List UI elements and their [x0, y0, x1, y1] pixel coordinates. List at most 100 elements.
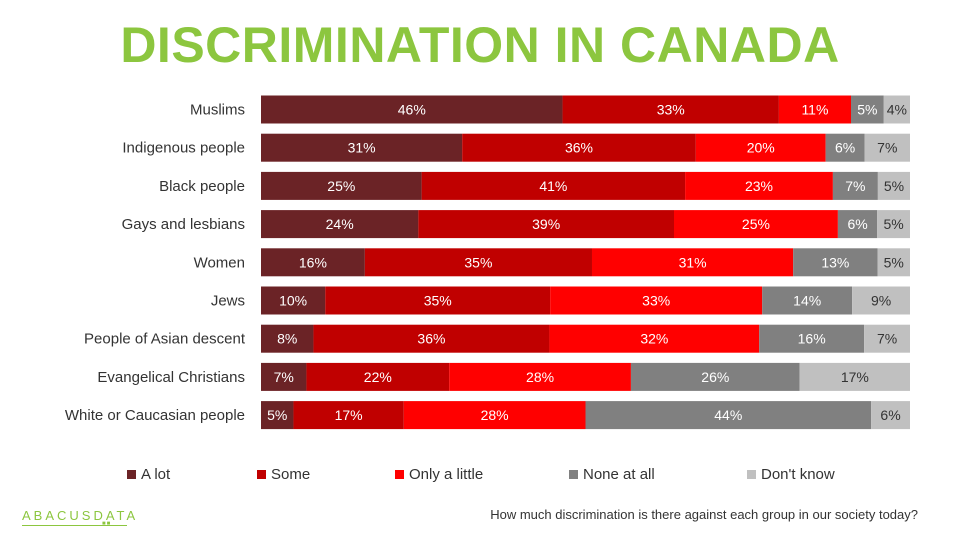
bar-segment [877, 210, 910, 239]
bar-segment [852, 286, 910, 315]
bar-segment [825, 133, 865, 162]
category-label: Evangelical Christians [97, 369, 245, 386]
data-label: 16% [798, 331, 826, 347]
data-label: 5% [884, 178, 904, 194]
category-label: White or Caucasian people [65, 407, 245, 424]
bar-segment [549, 324, 760, 353]
legend-item: A lot [127, 466, 170, 483]
legend-label: Don't know [761, 466, 835, 483]
data-label: 6% [835, 140, 855, 156]
data-label: 17% [841, 369, 869, 385]
data-label: 16% [299, 254, 327, 270]
bar-segment [261, 324, 314, 353]
bar-segment [261, 95, 563, 124]
bar-segment [837, 210, 878, 239]
stacked-bar-chart: Muslims 46% 33% 11% 5% 4% Indigenous people 31%… [65, 95, 910, 430]
data-label: 11% [801, 102, 828, 118]
bar-segment [685, 171, 833, 200]
legend-swatch [747, 470, 756, 479]
category-label: Black people [159, 178, 245, 195]
legend-swatch [395, 470, 404, 479]
bar-segment [793, 248, 878, 277]
chart-legend: A lot Some Only a little None at all Don't k… [0, 466, 960, 486]
bar-segment [877, 248, 910, 277]
bar-segment [313, 324, 550, 353]
data-label: 5% [857, 102, 877, 118]
bar-segment [832, 171, 878, 200]
data-label: 36% [417, 331, 445, 347]
bar-segment [864, 133, 910, 162]
bar-segment [325, 286, 551, 315]
data-label: 32% [640, 331, 668, 347]
survey-question: How much discrimination is there against… [490, 507, 918, 522]
data-label: 46% [398, 102, 426, 118]
data-label: 10% [279, 293, 307, 309]
legend-swatch [569, 470, 578, 479]
data-label: 35% [424, 293, 452, 309]
category-label: Muslims [190, 102, 245, 119]
data-label: 20% [747, 140, 775, 156]
bar-segment [877, 171, 910, 200]
bar-segment [261, 401, 294, 430]
data-label: 13% [821, 254, 849, 270]
data-label: 39% [532, 216, 560, 232]
data-label: 35% [464, 254, 492, 270]
bar-segment [585, 401, 872, 430]
bar-segment [871, 401, 910, 430]
bar-segment [306, 362, 450, 391]
data-label: 44% [714, 407, 742, 423]
data-label: 7% [877, 140, 897, 156]
data-label: 31% [348, 140, 376, 156]
legend-label: Some [271, 466, 311, 483]
abacus-data-logo: ABACUSDATA [22, 508, 139, 523]
data-label: 5% [883, 216, 903, 232]
bar-segment [864, 324, 910, 353]
legend-label: A lot [141, 466, 171, 483]
bar-segment [851, 95, 884, 124]
bar-segment [462, 133, 696, 162]
data-label: 17% [335, 407, 363, 423]
data-label: 5% [884, 254, 904, 270]
data-label: 33% [657, 102, 685, 118]
bar-segment [261, 171, 422, 200]
bar-segment [403, 401, 586, 430]
data-label: 5% [267, 407, 287, 423]
bar-segment [261, 248, 365, 277]
data-label: 22% [364, 369, 392, 385]
data-label: 7% [274, 369, 294, 385]
data-label: 28% [481, 407, 509, 423]
legend-item: Some [257, 466, 310, 483]
legend-label: None at all [583, 466, 655, 483]
chart-title: DISCRIMINATION IN CANADA [120, 17, 840, 73]
logo-underline [22, 525, 127, 526]
category-label: Gays and lesbians [122, 216, 245, 233]
category-label: People of Asian descent [84, 331, 246, 348]
bar-segment [421, 171, 686, 200]
bar-segment [364, 248, 592, 277]
category-label: Women [194, 254, 245, 271]
bar-segment [261, 133, 463, 162]
data-label: 6% [880, 407, 900, 423]
bar-segment [799, 362, 910, 391]
data-label: 7% [877, 331, 897, 347]
data-label: 23% [745, 178, 773, 194]
data-label: 33% [642, 293, 670, 309]
bar-segment [630, 362, 800, 391]
legend-item: Only a little [395, 466, 483, 483]
bar-segment [759, 324, 865, 353]
legend-swatch [127, 470, 136, 479]
bar-segment [550, 286, 763, 315]
bar-segment [778, 95, 851, 124]
category-label: Indigenous people [122, 140, 245, 157]
data-label: 7% [845, 178, 865, 194]
bar-segment [674, 210, 838, 239]
bar-segment [261, 286, 326, 315]
data-label: 26% [701, 369, 729, 385]
bar-segment [293, 401, 404, 430]
data-label: 25% [327, 178, 355, 194]
bar-segment [591, 248, 794, 277]
data-label: 25% [742, 216, 770, 232]
data-label: 28% [526, 369, 554, 385]
legend-item: Don't know [747, 466, 835, 483]
data-label: 41% [539, 178, 567, 194]
